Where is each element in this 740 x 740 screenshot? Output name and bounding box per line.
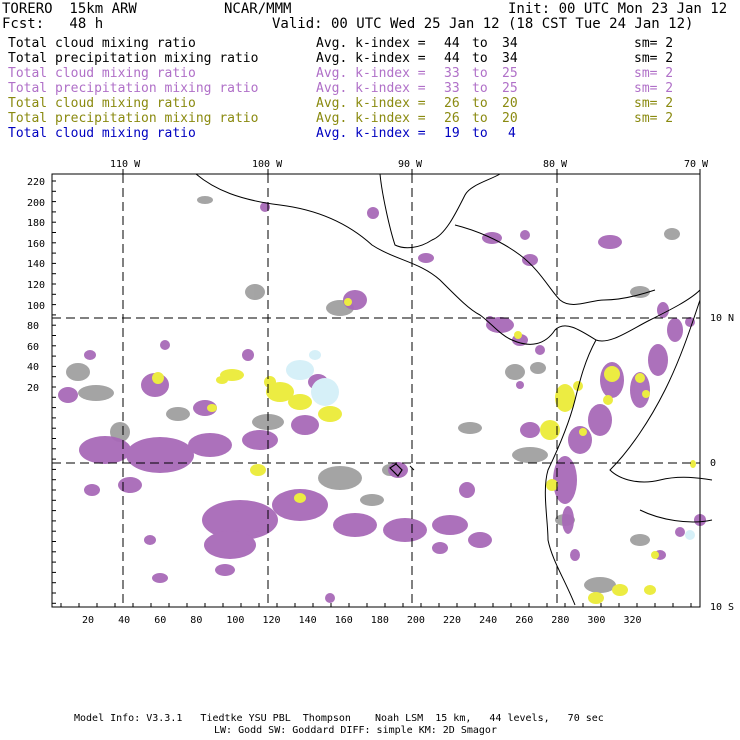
left-axis-label: 140 [27,259,46,271]
bottom-axis-label: 120 [262,615,281,626]
legend-smooth: sm= 2 [634,36,674,51]
legend-high: 34 [502,51,518,66]
bottom-axis-label: 100 [226,615,245,626]
bottom-axis-label: 220 [443,615,462,626]
map-frame [51,173,701,608]
left-axis-label: 80 [27,321,40,333]
legend-kindex: Avg. k-index = [316,126,434,141]
legend-smooth: sm= 2 [634,81,674,96]
left-axis-label: 120 [27,280,46,291]
bottom-axis-label: 300 [587,615,606,626]
axis-ticks [52,169,701,607]
legend-to: to [472,81,488,96]
legend-to: to [472,51,488,66]
legend-kindex: Avg. k-index = [316,81,434,96]
legend-low: 26 [444,96,460,111]
legend-to: to [472,36,488,51]
legend-low: 19 [444,126,460,141]
legend-field: Total cloud mixing ratio [8,126,196,141]
legend-kindex: Avg. k-index = [316,51,434,66]
legend-field: Total precipitation mixing ratio [8,81,259,96]
right-axis-label: 10 S [710,602,735,613]
model-physics: LW: Godd SW: Goddard DIFF: simple KM: 2D… [214,725,497,736]
left-axis-label: 20 [27,383,40,394]
model-info: Model Info: V3.3.1 Tiedtke YSU PBL Thomp… [74,713,604,724]
legend-low: 44 [444,51,460,66]
bottom-axis-label: 280 [551,615,570,626]
left-axis-label: 60 [27,341,40,353]
cloud-field-cyan [286,350,695,540]
legend-low: 26 [444,111,460,126]
legend-high: 20 [502,96,518,111]
left-axis-label: 180 [27,218,46,230]
legend-high: 25 [502,66,518,81]
legend-high: 20 [502,111,518,126]
org-label: NCAR/MMM [224,1,292,17]
left-axis-label: 100 [27,300,46,312]
legend-to: to [472,111,488,126]
legend-to: to [472,126,488,141]
valid-time: Valid: 00 UTC Wed 25 Jan 12 (18 CST Tue … [272,16,694,32]
legend-smooth: sm= 2 [634,51,674,66]
legend-high: 25 [502,81,518,96]
legend-field: Total precipitation mixing ratio [8,111,259,126]
cloud-field-yellow [152,298,696,604]
legend-kindex: Avg. k-index = [316,66,434,81]
model-title: TORERO 15km ARW [2,1,137,17]
init-time: Init: 00 UTC Mon 23 Jan 12 [508,1,728,17]
bottom-axis-label: 40 [118,615,131,626]
legend-low: 33 [444,81,460,96]
left-axis-label: 160 [27,238,46,250]
legend-field: Total cloud mixing ratio [8,36,196,51]
bottom-axis-label: 60 [154,615,167,626]
bottom-axis-label: 320 [623,615,642,626]
right-axis-label: 0 [710,458,717,469]
bottom-axis-label: 260 [515,615,534,626]
legend-low: 44 [444,36,460,51]
legend-kindex: Avg. k-index = [316,111,434,126]
legend-to: to [472,96,488,111]
left-axis-label: 220 [27,177,46,188]
top-axis-label: 70 W [684,159,709,170]
legend-smooth: sm= 2 [634,96,674,111]
bottom-axis-label: 80 [190,615,203,626]
legend-field: Total precipitation mixing ratio [8,51,259,66]
right-axis-label: 10 N [710,313,735,324]
legend-smooth: sm= 2 [634,111,674,126]
bottom-axis-label: 20 [82,615,95,626]
legend-kindex: Avg. k-index = [316,36,434,51]
forecast-hour: Fcst: 48 h [2,16,104,32]
top-axis-label: 90 W [398,159,423,170]
legend-to: to [472,66,488,81]
legend-smooth: sm= 2 [634,66,674,81]
legend-field: Total cloud mixing ratio [8,66,196,81]
legend-low: 33 [444,66,460,81]
bottom-axis-label: 160 [334,615,353,626]
top-axis-label: 80 W [543,159,568,170]
bottom-axis-label: 240 [479,615,498,626]
bottom-axis-label: 200 [406,615,425,626]
legend-field: Total cloud mixing ratio [8,96,196,111]
lat-lon-grid [52,174,700,607]
left-axis-label: 40 [27,362,40,374]
bottom-axis-label: 180 [370,615,389,626]
left-axis-label: 200 [27,197,46,209]
coastline [195,173,713,606]
top-axis-label: 100 W [252,159,283,170]
legend-kindex: Avg. k-index = [316,96,434,111]
legend-high: 4 [508,126,516,141]
legend-high: 34 [502,36,518,51]
bottom-axis-label: 140 [298,615,317,626]
top-axis-label: 110 W [110,159,141,170]
cloud-field-purple [58,202,706,603]
